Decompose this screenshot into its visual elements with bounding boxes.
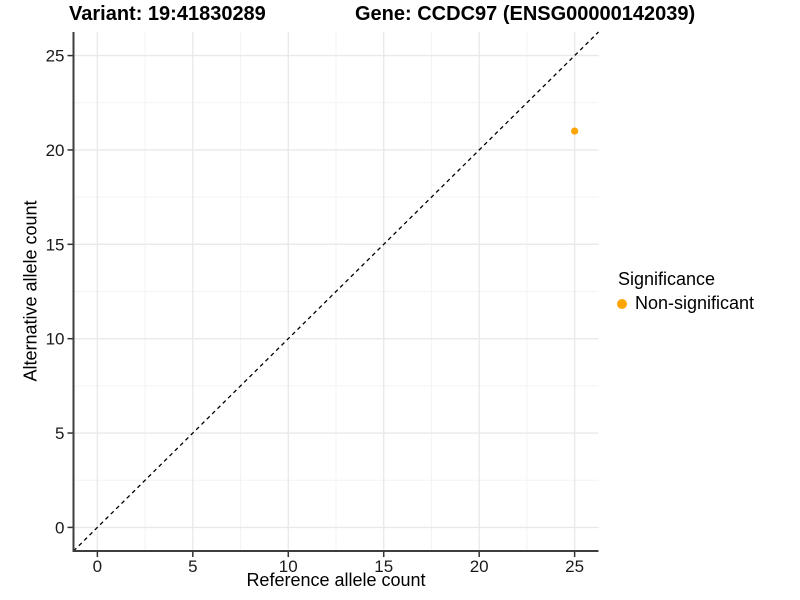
y-tick-label: 20 <box>46 141 65 160</box>
y-tick-label: 15 <box>46 235 65 254</box>
x-tick-label: 0 <box>93 557 102 576</box>
y-tick-label: 5 <box>55 424 64 443</box>
x-tick-label: 25 <box>565 557 584 576</box>
legend: Significance Non-significant <box>616 269 754 314</box>
y-tick-label: 10 <box>46 330 65 349</box>
variant-title: Variant: 19:41830289 <box>69 3 266 25</box>
legend-item-label: Non-significant <box>635 293 755 313</box>
identity-line <box>73 31 599 552</box>
data-point <box>571 127 579 135</box>
gene-title: Gene: CCDC97 (ENSG00000142039) <box>355 3 696 25</box>
legend-title: Significance <box>618 269 716 289</box>
legend-point-icon <box>617 298 627 309</box>
legend-item-non-significant: Non-significant <box>616 293 754 314</box>
x-tick-label: 15 <box>374 557 393 576</box>
x-axis-title: Reference allele count <box>246 570 426 590</box>
x-tick-label: 5 <box>188 557 197 576</box>
y-axis-title: Alternative allele count <box>20 200 41 382</box>
y-tick-label: 25 <box>46 47 65 66</box>
x-tick-label: 10 <box>279 557 298 576</box>
y-tick-label: 0 <box>55 518 64 537</box>
x-tick-label: 20 <box>470 557 489 576</box>
